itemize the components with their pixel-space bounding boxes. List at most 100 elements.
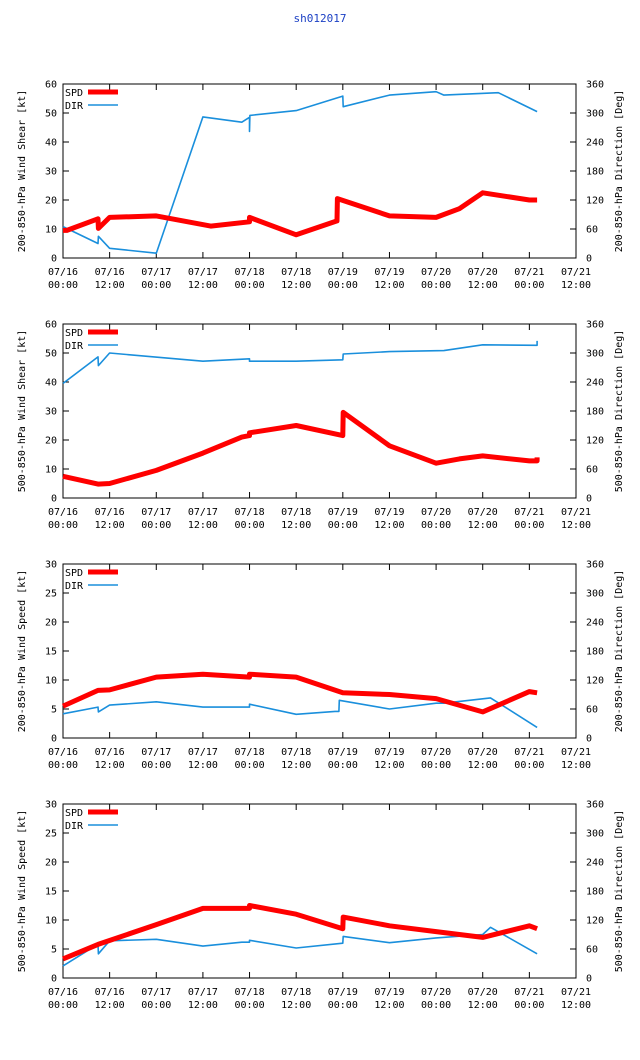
chart-panel-3: 05101520253006012018024030036007/1600:00… — [17, 560, 625, 772]
x-tick-label-time: 00:00 — [328, 760, 358, 771]
x-tick-label-time: 00:00 — [421, 760, 451, 771]
x-tick-label-time: 00:00 — [234, 1000, 264, 1011]
y2-tick-label: 360 — [586, 320, 604, 331]
y-axis-label: 200-850-hPa Wind Speed [kt] — [17, 570, 28, 733]
plot-frame — [62, 803, 577, 979]
x-tick-label-date: 07/16 — [95, 987, 125, 998]
x-tick-label-time: 12:00 — [374, 1000, 404, 1011]
y-axis-label: 500-850-hPa Wind Shear [kt] — [17, 330, 28, 493]
y2-tick-label: 60 — [586, 225, 598, 236]
x-tick-label-date: 07/21 — [561, 987, 591, 998]
y2-tick-label: 60 — [586, 465, 598, 476]
x-tick-label-date: 07/17 — [188, 747, 218, 758]
x-tick-label-time: 00:00 — [141, 520, 171, 531]
chart-panel-4: 05101520253006012018024030036007/1600:00… — [17, 800, 625, 1012]
x-tick-label-date: 07/18 — [234, 987, 264, 998]
x-tick-label-date: 07/20 — [468, 747, 498, 758]
x-tick-label-time: 00:00 — [514, 1000, 544, 1011]
y2-tick-label: 240 — [586, 138, 604, 149]
y-tick-label: 10 — [45, 225, 57, 236]
x-tick-label-date: 07/17 — [141, 267, 171, 278]
x-tick-label-date: 07/17 — [188, 507, 218, 518]
x-tick-label-time: 00:00 — [328, 520, 358, 531]
plot-frame — [62, 323, 577, 499]
y2-tick-label: 240 — [586, 378, 604, 389]
x-tick-label-time: 12:00 — [561, 520, 591, 531]
y2-tick-label: 240 — [586, 858, 604, 869]
x-tick-label-date: 07/16 — [48, 267, 78, 278]
x-tick-label-date: 07/19 — [328, 267, 358, 278]
x-tick-label-date: 07/16 — [48, 507, 78, 518]
x-tick-label-date: 07/17 — [141, 507, 171, 518]
y2-tick-label: 180 — [586, 407, 604, 418]
x-tick-label-time: 00:00 — [328, 280, 358, 291]
y2-tick-label: 300 — [586, 349, 604, 360]
x-tick-label-time: 00:00 — [141, 760, 171, 771]
y2-tick-label: 0 — [586, 734, 592, 745]
x-tick-label-time: 00:00 — [514, 520, 544, 531]
x-tick-label-time: 12:00 — [468, 520, 498, 531]
x-tick-label-date: 07/18 — [234, 747, 264, 758]
series-dir-line — [62, 340, 538, 385]
x-tick-label-time: 12:00 — [188, 1000, 218, 1011]
series-spd-line — [61, 671, 538, 715]
y2-tick-label: 0 — [586, 494, 592, 505]
x-tick-label-date: 07/18 — [281, 747, 311, 758]
x-tick-label-date: 07/20 — [421, 987, 451, 998]
x-tick-label-date: 07/17 — [141, 987, 171, 998]
x-tick-label-date: 07/16 — [95, 507, 125, 518]
x-tick-label-time: 12:00 — [281, 280, 311, 291]
legend-label-spd: SPD — [65, 568, 83, 579]
y-tick-label: 30 — [45, 167, 57, 178]
x-tick-label-time: 12:00 — [561, 1000, 591, 1011]
x-tick-label-date: 07/19 — [374, 987, 404, 998]
y2-tick-label: 120 — [586, 916, 604, 927]
x-tick-label-time: 12:00 — [95, 760, 125, 771]
y2-axis-label: 200-850-hPa Direction [Deg] — [614, 90, 625, 253]
y-axis-label: 500-850-hPa Wind Speed [kt] — [17, 810, 28, 973]
page-title: sh012017 — [293, 12, 347, 25]
x-tick-label-time: 12:00 — [281, 520, 311, 531]
y2-tick-label: 0 — [586, 254, 592, 265]
series-spd-line — [62, 903, 538, 962]
x-tick-label-date: 07/19 — [328, 747, 358, 758]
y-tick-label: 0 — [51, 734, 57, 745]
x-tick-label-time: 12:00 — [95, 1000, 125, 1011]
x-tick-label-date: 07/19 — [374, 507, 404, 518]
legend-label-dir: DIR — [65, 821, 84, 832]
x-tick-label-date: 07/18 — [234, 507, 264, 518]
y-tick-label: 0 — [51, 494, 57, 505]
y-tick-label: 20 — [45, 618, 57, 629]
y-tick-label: 20 — [45, 858, 57, 869]
x-tick-label-time: 12:00 — [374, 760, 404, 771]
y2-tick-label: 360 — [586, 560, 604, 571]
legend-label-spd: SPD — [65, 88, 83, 99]
x-tick-label-time: 00:00 — [421, 1000, 451, 1011]
plot-frame — [62, 83, 577, 259]
y-tick-label: 5 — [51, 945, 57, 956]
series-spd-line — [62, 409, 540, 487]
x-tick-label-date: 07/16 — [48, 747, 78, 758]
x-tick-label-time: 00:00 — [48, 1000, 78, 1011]
x-tick-label-time: 00:00 — [514, 760, 544, 771]
x-tick-label-time: 12:00 — [561, 280, 591, 291]
x-tick-label-time: 00:00 — [141, 1000, 171, 1011]
y-tick-label: 30 — [45, 560, 57, 571]
x-tick-label-time: 12:00 — [374, 280, 404, 291]
legend-label-spd: SPD — [65, 328, 83, 339]
x-tick-label-time: 12:00 — [374, 520, 404, 531]
legend-label-dir: DIR — [65, 341, 84, 352]
x-tick-label-date: 07/20 — [421, 267, 451, 278]
y2-axis-label: 200-850-hPa Direction [Deg] — [614, 570, 625, 733]
y2-tick-label: 300 — [586, 829, 604, 840]
y-tick-label: 30 — [45, 800, 57, 811]
x-tick-label-date: 07/21 — [561, 267, 591, 278]
x-tick-label-time: 00:00 — [234, 280, 264, 291]
y2-tick-label: 0 — [586, 974, 592, 985]
y-tick-label: 40 — [45, 138, 57, 149]
x-tick-label-date: 07/18 — [281, 507, 311, 518]
x-tick-label-time: 12:00 — [188, 280, 218, 291]
x-tick-label-time: 12:00 — [188, 760, 218, 771]
x-tick-label-time: 12:00 — [188, 520, 218, 531]
x-tick-label-date: 07/19 — [328, 987, 358, 998]
